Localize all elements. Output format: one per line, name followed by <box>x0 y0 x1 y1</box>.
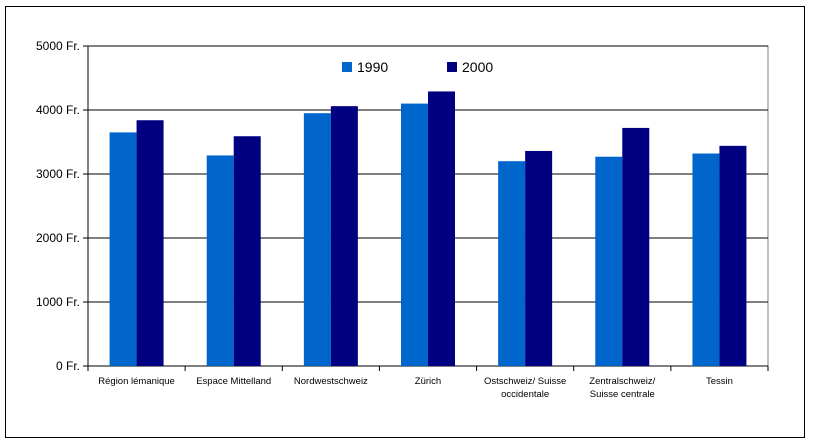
x-category-label: Suisse centrale <box>590 389 655 400</box>
x-category-label: Zürich <box>415 376 441 387</box>
bar-1990 <box>206 155 234 366</box>
x-category-label: Tessin <box>706 376 733 387</box>
legend-label-1990: 1990 <box>357 59 388 75</box>
legend-swatch-2000 <box>447 62 457 72</box>
y-tick-label: 3000 Fr. <box>36 167 80 181</box>
bar-2000 <box>719 145 747 366</box>
y-tick-label: 5000 Fr. <box>36 39 80 53</box>
x-category-label: Espace Mittelland <box>196 376 271 387</box>
x-category-label: Zentralschweiz/ <box>589 376 655 387</box>
bar-1990 <box>303 113 331 366</box>
y-tick-label: 1000 Fr. <box>36 295 80 309</box>
bar-1990 <box>498 161 526 366</box>
bar-1990 <box>595 156 623 366</box>
bar-2000 <box>233 136 261 366</box>
bar-1990 <box>109 132 137 366</box>
bar-1990 <box>401 103 428 366</box>
x-category-label: Ostschweiz/ Suisse <box>484 376 566 387</box>
bar-2000 <box>136 120 164 367</box>
legend-label-2000: 2000 <box>462 59 493 75</box>
y-tick-label: 0 Fr. <box>56 359 80 373</box>
bar-2000 <box>428 91 455 366</box>
legend-swatch-1990 <box>342 62 352 72</box>
y-tick-label: 2000 Fr. <box>36 231 80 245</box>
bar-1990 <box>692 153 720 366</box>
bar-2000 <box>330 106 358 366</box>
x-category-label: occidentale <box>501 389 549 400</box>
x-category-label: Nordwestschweiz <box>294 376 368 387</box>
y-tick-label: 4000 Fr. <box>36 103 80 117</box>
x-category-label: Région lémanique <box>98 376 175 387</box>
bar-2000 <box>525 150 553 366</box>
bar-2000 <box>622 127 650 366</box>
